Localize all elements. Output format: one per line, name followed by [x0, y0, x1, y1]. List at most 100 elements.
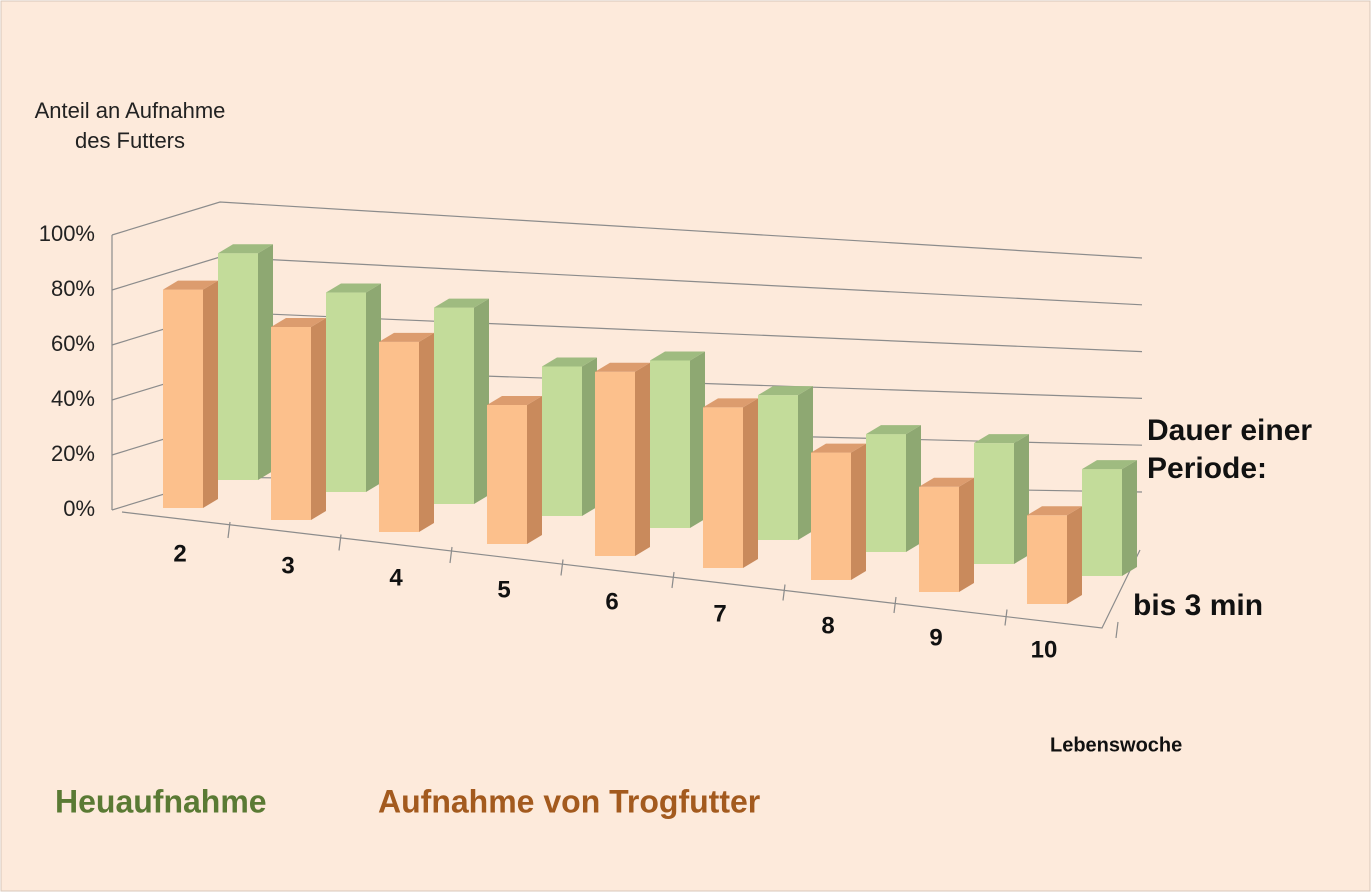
bar-side [419, 332, 434, 532]
legend-entry: Aufnahme von Trogfutter [378, 783, 760, 819]
floor-edge [121, 511, 1141, 629]
bar [218, 253, 258, 480]
x-tick [560, 559, 564, 576]
bar-side [1067, 506, 1082, 604]
bar-group [434, 298, 489, 504]
bar [811, 452, 851, 580]
legend-entry: Heuaufnahme [55, 783, 267, 819]
bar [271, 326, 311, 520]
bar-group [542, 357, 597, 516]
bar-side [203, 280, 218, 508]
x-tick [1115, 621, 1119, 639]
bar-top [218, 244, 273, 254]
bar-side [635, 362, 650, 556]
bar-top [163, 280, 218, 290]
bar-side [474, 298, 489, 504]
bar-side [743, 398, 758, 568]
x-tick-label: 4 [389, 564, 403, 591]
bar [379, 341, 419, 532]
bar-top [758, 386, 813, 396]
bar-side [311, 317, 326, 520]
x-tick-label: 2 [173, 540, 186, 567]
x-tick-label: 10 [1031, 636, 1058, 663]
bar [542, 366, 582, 516]
depth-axis-label: Dauer einer [1147, 414, 1312, 447]
bar-top [650, 351, 705, 361]
bar-side [798, 386, 813, 540]
x-tick [227, 521, 231, 539]
bar-top [1027, 506, 1082, 516]
bar [919, 486, 959, 592]
y-tick-label: 40% [51, 386, 95, 411]
y-axis-label: Anteil an Aufnahme [35, 98, 226, 123]
bar-top [811, 443, 866, 453]
bar-side [959, 477, 974, 592]
y-tick-label: 60% [51, 331, 95, 356]
bar-top [974, 434, 1029, 444]
bar [703, 407, 743, 568]
bar-side [366, 283, 381, 492]
bar-top [595, 362, 650, 372]
bar [866, 434, 906, 552]
x-tick-label: 6 [605, 588, 618, 615]
bar-group [866, 425, 921, 552]
bar-top [434, 298, 489, 308]
y-axis-label: des Futters [75, 128, 185, 153]
bar-side [1014, 434, 1029, 564]
x-tick-label: 5 [497, 576, 510, 603]
bar-group [595, 362, 650, 556]
bar-group [650, 351, 705, 528]
x-tick [1004, 609, 1008, 626]
bar-side [906, 425, 921, 552]
bar [758, 395, 798, 540]
y-tick-label: 80% [51, 276, 95, 301]
x-tick [338, 534, 342, 551]
bar-side [851, 443, 866, 580]
bar-top [379, 332, 434, 342]
bar [163, 289, 203, 508]
bar-top [919, 477, 974, 487]
bar-top [326, 283, 381, 293]
x-axis-label: Lebenswoche [1050, 734, 1182, 756]
bar [595, 371, 635, 556]
bar [1082, 469, 1122, 576]
grid-line [111, 201, 1143, 259]
depth-axis-label: Periode: [1147, 452, 1267, 485]
bar [326, 292, 366, 492]
bar-group [1082, 460, 1137, 576]
x-tick [671, 571, 675, 589]
x-tick [782, 584, 786, 601]
x-tick-label: 7 [713, 600, 726, 627]
bar-side [258, 244, 273, 480]
bar-group [811, 443, 866, 580]
depth-category-label: bis 3 min [1133, 589, 1263, 622]
bar [974, 443, 1014, 564]
bar [434, 307, 474, 504]
x-tick [449, 546, 453, 564]
bar-group [487, 395, 542, 544]
bar-top [703, 398, 758, 408]
bar-group [703, 398, 758, 568]
bar-side [582, 357, 597, 516]
bar-top [542, 357, 597, 367]
bar-group [326, 283, 381, 492]
y-tick-label: 20% [51, 441, 95, 466]
y-tick-label: 0% [63, 496, 95, 521]
bar-group [218, 244, 273, 480]
bar-top [866, 425, 921, 435]
bar-group [974, 434, 1029, 564]
bar-top [487, 395, 542, 405]
bar-group [379, 332, 434, 532]
y-tick-label: 100% [39, 221, 95, 246]
bar-group [271, 317, 326, 520]
bar-side [1122, 460, 1137, 576]
x-tick-label: 3 [281, 552, 294, 579]
x-tick-label: 9 [929, 624, 942, 651]
bar [487, 404, 527, 544]
bar-side [690, 351, 705, 528]
bar-group [758, 386, 813, 540]
x-tick [893, 596, 897, 614]
bar-side [527, 395, 542, 544]
bar [1027, 515, 1067, 604]
